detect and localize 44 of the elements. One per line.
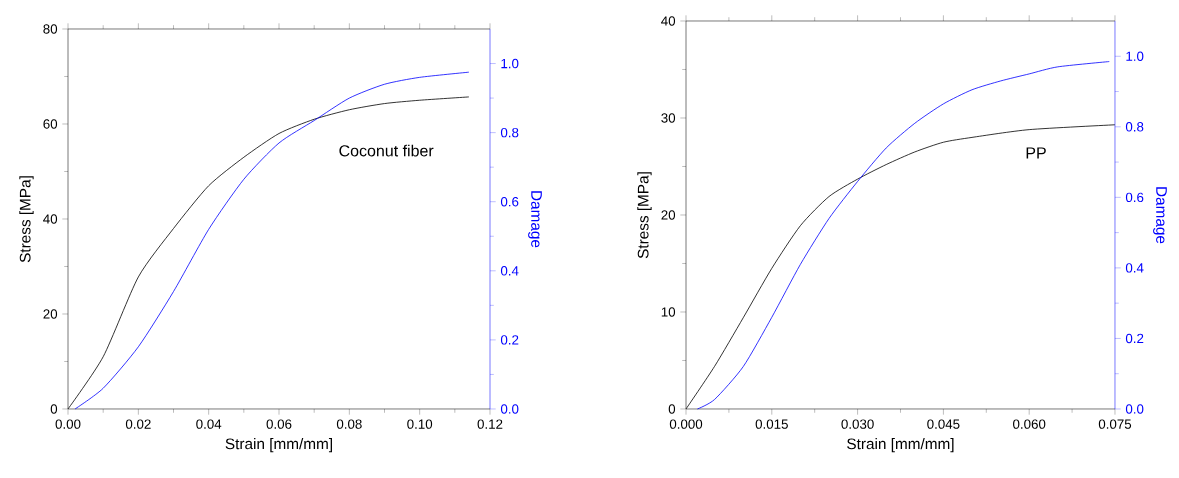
y2-axis-title: Damage [528,191,542,248]
y-axis-title: Stress [MPa] [19,176,34,263]
annotation: Coconut fiber [339,144,434,157]
y-tick-label: 0 [50,404,58,414]
y-tick-label: 0 [668,404,676,414]
y2-tick-label: 0.2 [500,335,519,345]
x-tick-label: 0.000 [669,419,703,429]
y-tick-label: 60 [43,119,58,129]
y2-tick-label: 0.0 [1125,404,1144,414]
y2-tick-label: 0.4 [1125,263,1144,273]
x-tick-label: 0.045 [927,419,960,429]
annotation: PP [1026,147,1046,159]
line-series [697,61,1110,410]
x-tick-label: 0.060 [1013,419,1046,429]
x-tick-label: 0.04 [196,419,222,429]
y2-tick-label: 1.0 [501,58,519,69]
y-tick-label: 10 [661,307,676,317]
x-axis-title: Strain [mm/mm] [225,437,332,453]
y-tick-label: 40 [43,214,58,224]
y2-tick-label: 0.4 [500,266,519,276]
y2-tick-label: 0.2 [1125,333,1144,344]
x-tick-label: 0.015 [755,419,788,429]
x-tick-label: 0.10 [407,419,433,429]
y-tick-label: 20 [661,210,676,220]
y2-axis-title: Damage [1153,187,1167,244]
x-tick-label: 0.12 [477,419,503,429]
y-tick-label: 20 [43,309,58,319]
y-axis-title: Stress [MPa] [637,172,652,259]
y2-tick-label: 0.6 [500,197,519,207]
y-tick-label: 80 [43,24,58,34]
y-tick-label: 40 [661,16,676,26]
y2-tick-label: 0.8 [500,127,519,138]
y2-tick-label: 1.0 [1126,51,1144,61]
y-tick-label: 30 [661,113,676,123]
x-tick-label: 0.075 [1098,419,1132,429]
y2-tick-label: 0.0 [500,404,519,414]
x-axis-title: Strain [mm/mm] [847,437,954,453]
x-tick-label: 0.00 [55,419,81,429]
x-tick-label: 0.06 [266,419,292,429]
x-tick-label: 0.08 [336,419,362,429]
y2-tick-label: 0.6 [1125,192,1144,203]
y2-tick-label: 0.8 [1125,122,1144,132]
x-tick-label: 0.030 [841,419,874,429]
x-tick-label: 0.02 [125,419,151,429]
